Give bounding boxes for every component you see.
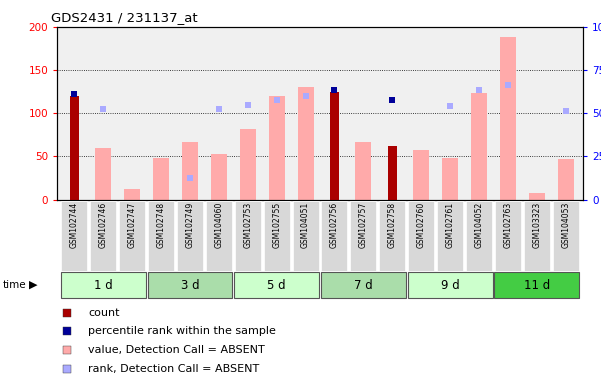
FancyBboxPatch shape [523,201,550,271]
Bar [96,148,111,200]
Bar [471,93,487,200]
FancyBboxPatch shape [235,201,261,271]
Text: GSM102744: GSM102744 [70,202,79,248]
Text: GDS2431 / 231137_at: GDS2431 / 231137_at [51,12,198,25]
Bar [297,88,314,200]
Text: GSM102761: GSM102761 [445,202,454,248]
Bar [388,146,397,200]
Text: rank, Detection Call = ABSENT: rank, Detection Call = ABSENT [88,364,260,374]
FancyBboxPatch shape [553,201,579,271]
Text: time: time [3,280,26,290]
FancyBboxPatch shape [321,272,406,298]
FancyBboxPatch shape [466,201,492,271]
FancyBboxPatch shape [206,201,232,271]
Bar [558,159,573,200]
Bar [269,96,285,200]
Bar [70,96,79,200]
Bar [355,142,371,200]
Bar [442,158,458,200]
FancyBboxPatch shape [90,201,117,271]
Text: GSM102763: GSM102763 [504,202,512,248]
FancyBboxPatch shape [437,201,463,271]
Text: GSM102757: GSM102757 [359,202,368,248]
Bar [529,193,545,200]
Text: GSM103323: GSM103323 [532,202,542,248]
FancyBboxPatch shape [379,201,405,271]
FancyBboxPatch shape [61,201,87,271]
Text: GSM104052: GSM104052 [474,202,483,248]
Bar [124,189,140,200]
Text: percentile rank within the sample: percentile rank within the sample [88,326,276,336]
Text: GSM102753: GSM102753 [243,202,252,248]
Text: GSM102747: GSM102747 [128,202,136,248]
FancyBboxPatch shape [148,201,174,271]
Text: 3 d: 3 d [181,279,200,291]
FancyBboxPatch shape [407,272,493,298]
Bar [211,154,227,200]
Text: GSM102755: GSM102755 [272,202,281,248]
FancyBboxPatch shape [119,201,145,271]
Text: 1 d: 1 d [94,279,113,291]
Text: ▶: ▶ [29,280,37,290]
Bar [182,142,198,200]
Text: GSM104051: GSM104051 [301,202,310,248]
Text: GSM104053: GSM104053 [561,202,570,248]
Text: 9 d: 9 d [441,279,459,291]
Bar [413,149,429,200]
Text: GSM102749: GSM102749 [186,202,195,248]
Text: GSM102746: GSM102746 [99,202,108,248]
FancyBboxPatch shape [147,272,233,298]
Text: count: count [88,308,120,318]
Text: 5 d: 5 d [267,279,286,291]
FancyBboxPatch shape [234,272,319,298]
FancyBboxPatch shape [350,201,376,271]
Text: 7 d: 7 d [354,279,373,291]
Bar [240,129,256,200]
FancyBboxPatch shape [494,272,579,298]
FancyBboxPatch shape [177,201,203,271]
Text: GSM104060: GSM104060 [215,202,224,248]
FancyBboxPatch shape [495,201,521,271]
Text: GSM102756: GSM102756 [330,202,339,248]
Text: GSM102748: GSM102748 [157,202,166,248]
Bar [500,37,516,200]
Bar [330,92,339,200]
Text: GSM102758: GSM102758 [388,202,397,248]
FancyBboxPatch shape [61,272,146,298]
FancyBboxPatch shape [408,201,434,271]
Bar [153,158,169,200]
FancyBboxPatch shape [293,201,319,271]
Text: GSM102760: GSM102760 [416,202,426,248]
FancyBboxPatch shape [264,201,290,271]
Text: value, Detection Call = ABSENT: value, Detection Call = ABSENT [88,345,265,355]
FancyBboxPatch shape [322,201,347,271]
Text: 11 d: 11 d [523,279,550,291]
